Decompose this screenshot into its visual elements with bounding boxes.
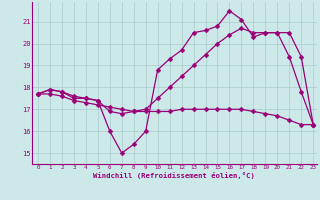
X-axis label: Windchill (Refroidissement éolien,°C): Windchill (Refroidissement éolien,°C): [93, 172, 255, 179]
